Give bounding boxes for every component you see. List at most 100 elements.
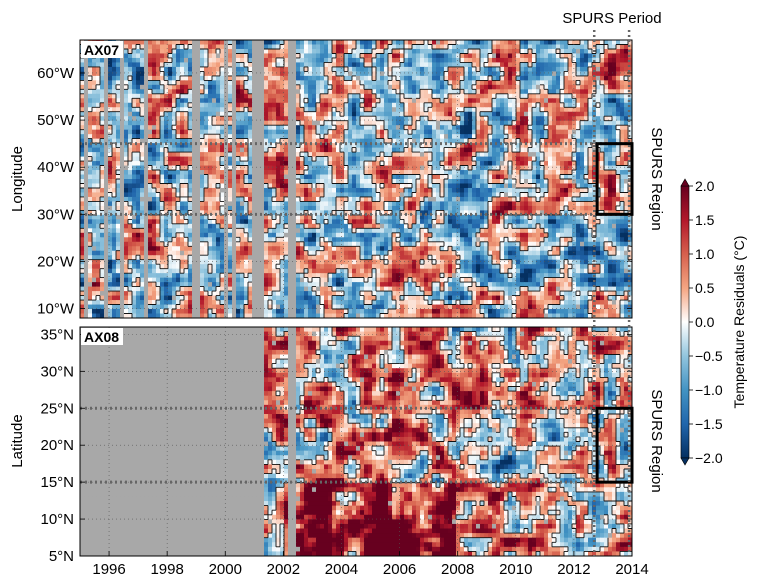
heatmap-cell	[560, 161, 565, 167]
heatmap-cell	[280, 183, 285, 189]
heatmap-cell	[472, 71, 477, 77]
heatmap-cell	[92, 156, 97, 162]
heatmap-cell	[524, 187, 529, 194]
heatmap-cell	[144, 71, 149, 77]
heatmap-cell	[584, 134, 589, 140]
heatmap-cell	[132, 80, 137, 86]
heatmap-cell	[388, 57, 393, 64]
heatmap-cell	[564, 107, 569, 113]
heatmap-cell	[460, 187, 465, 194]
heatmap-cell	[476, 66, 481, 72]
heatmap-cell	[528, 89, 533, 95]
heatmap-cell	[344, 134, 349, 140]
heatmap-cell	[532, 156, 537, 162]
heatmap-cell	[524, 120, 529, 126]
heatmap-cell	[312, 89, 317, 95]
heatmap-cell	[412, 93, 417, 99]
heatmap-cell	[580, 57, 585, 64]
heatmap-cell	[604, 138, 609, 144]
heatmap-cell	[264, 44, 269, 50]
heatmap-cell	[356, 66, 361, 72]
heatmap-cell	[572, 116, 577, 122]
heatmap-cell	[216, 129, 221, 135]
heatmap-cell	[612, 98, 617, 104]
heatmap-cell	[276, 192, 281, 198]
heatmap-cell	[520, 80, 525, 86]
heatmap-cell	[556, 143, 561, 149]
heatmap-cell	[372, 89, 377, 95]
heatmap-cell	[488, 84, 493, 90]
heatmap-cell	[116, 125, 121, 131]
heatmap-cell	[384, 116, 389, 122]
heatmap-cell	[488, 152, 493, 158]
heatmap-cell	[252, 143, 257, 149]
heatmap-cell	[468, 196, 473, 203]
heatmap-cell	[96, 147, 101, 153]
heatmap-cell	[420, 143, 425, 149]
heatmap-cell	[256, 138, 261, 144]
heatmap-cell	[528, 40, 533, 46]
heatmap-cell	[340, 66, 345, 72]
heatmap-cell	[280, 129, 285, 135]
heatmap-cell	[432, 107, 437, 113]
heatmap-cell	[436, 48, 441, 55]
heatmap-cell	[556, 71, 561, 77]
heatmap-cell	[500, 196, 505, 203]
heatmap-cell	[584, 71, 589, 77]
heatmap-cell	[84, 84, 89, 90]
heatmap-cell	[540, 40, 545, 46]
heatmap-cell	[272, 57, 277, 64]
heatmap-cell	[252, 174, 257, 180]
heatmap-cell	[244, 165, 249, 171]
heatmap-cell	[392, 53, 397, 59]
heatmap-cell	[432, 98, 437, 104]
heatmap-cell	[132, 165, 137, 171]
heatmap-cell	[472, 40, 477, 46]
heatmap-cell	[620, 44, 625, 50]
heatmap-cell	[408, 174, 413, 180]
heatmap-cell	[484, 53, 489, 59]
heatmap-cell	[484, 187, 489, 194]
heatmap-cell	[152, 71, 157, 77]
heatmap-cell	[472, 53, 477, 59]
heatmap-cell	[340, 44, 345, 50]
heatmap-cell	[548, 71, 553, 77]
heatmap-cell	[240, 80, 245, 86]
heatmap-cell	[528, 57, 533, 64]
heatmap-cell	[340, 147, 345, 153]
heatmap-cell	[336, 116, 341, 122]
heatmap-cell	[448, 66, 453, 72]
heatmap-cell	[168, 57, 173, 64]
heatmap-cell	[140, 66, 145, 72]
heatmap-cell	[248, 53, 253, 59]
heatmap-cell	[360, 120, 365, 126]
heatmap-cell	[368, 71, 373, 77]
heatmap-cell	[396, 174, 401, 180]
heatmap-cell	[320, 66, 325, 72]
heatmap-cell	[164, 138, 169, 144]
heatmap-cell	[176, 165, 181, 171]
heatmap-cell	[456, 75, 461, 81]
heatmap-cell	[612, 71, 617, 77]
heatmap-cell	[80, 152, 85, 158]
heatmap-cell	[440, 152, 445, 158]
heatmap-cell	[236, 102, 241, 108]
heatmap-cell	[84, 71, 89, 77]
heatmap-cell	[608, 116, 613, 122]
heatmap-cell	[240, 152, 245, 158]
heatmap-cell	[240, 138, 245, 144]
heatmap-cell	[408, 156, 413, 162]
heatmap-cell	[480, 125, 485, 131]
heatmap-cell	[396, 143, 401, 149]
heatmap-cell	[100, 192, 105, 198]
heatmap-cell	[304, 152, 309, 158]
heatmap-cell	[512, 107, 517, 113]
heatmap-cell	[576, 102, 581, 108]
heatmap-cell	[196, 107, 201, 113]
heatmap-cell	[624, 80, 629, 86]
heatmap-cell	[212, 138, 217, 144]
heatmap-cell	[428, 196, 433, 203]
heatmap-cell	[448, 40, 453, 46]
heatmap-cell	[360, 183, 365, 189]
heatmap-cell	[184, 75, 189, 81]
